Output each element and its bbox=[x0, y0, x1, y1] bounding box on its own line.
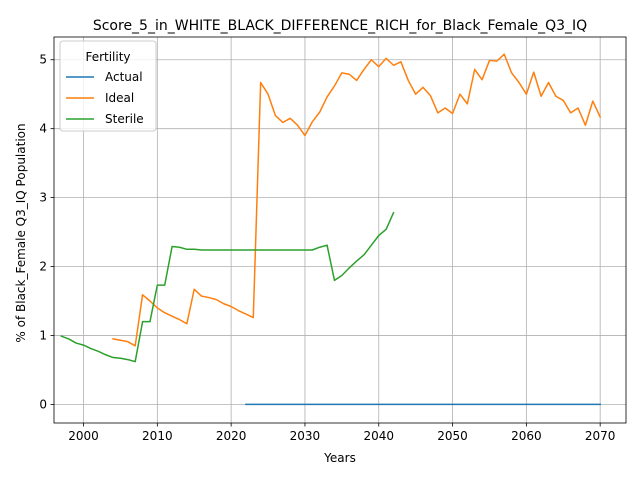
x-tick-label: 2010 bbox=[142, 429, 173, 443]
x-axis-label: Years bbox=[323, 451, 356, 465]
y-tick-label: 4 bbox=[39, 122, 47, 136]
legend-label-actual: Actual bbox=[105, 70, 143, 84]
legend-label-ideal: Ideal bbox=[105, 91, 134, 105]
y-tick-label: 1 bbox=[39, 328, 47, 342]
y-tick-label: 5 bbox=[39, 53, 47, 67]
x-tick-label: 2060 bbox=[511, 429, 542, 443]
x-tick-label: 2050 bbox=[437, 429, 468, 443]
legend: Fertility Actual Ideal Sterile bbox=[60, 41, 156, 131]
x-tick-label: 2040 bbox=[363, 429, 394, 443]
y-tick-label: 0 bbox=[39, 397, 47, 411]
legend-label-sterile: Sterile bbox=[105, 112, 144, 126]
x-tick-label: 2070 bbox=[585, 429, 616, 443]
x-tick-label: 2000 bbox=[68, 429, 99, 443]
x-tick-label: 2030 bbox=[290, 429, 321, 443]
legend-title: Fertility bbox=[85, 50, 130, 64]
y-axis-label: % of Black_Female Q3_IQ Population bbox=[14, 123, 28, 342]
chart-title: Score_5_in_WHITE_BLACK_DIFFERENCE_RICH_f… bbox=[93, 18, 587, 34]
y-tick-label: 3 bbox=[39, 191, 47, 205]
x-tick-label: 2020 bbox=[216, 429, 247, 443]
y-tick-label: 2 bbox=[39, 260, 47, 274]
